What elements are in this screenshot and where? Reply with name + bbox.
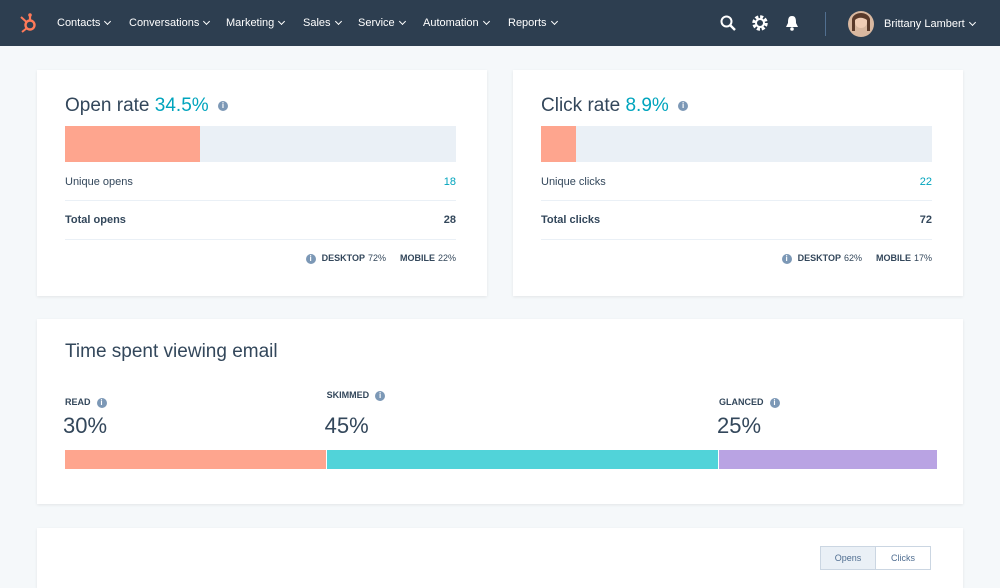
device-label: DESKTOP	[797, 253, 841, 263]
row-label: Total opens	[65, 214, 126, 226]
top-nav: Brittany Lambert Contacts Conversations Ma…	[0, 0, 1000, 46]
row-value: 18	[443, 176, 456, 188]
device-value: 17%	[913, 253, 932, 263]
segment-name: SKIMMED	[326, 390, 370, 400]
info-icon[interactable]: i	[769, 397, 780, 408]
open-rate-card: Open rate 34.5% i Unique opens 18 Total ope…	[37, 70, 487, 296]
device-label: MOBILE	[875, 253, 911, 263]
device-stat: MOBILE 17%	[876, 253, 932, 263]
bar-fill	[541, 126, 576, 162]
page: Brittany Lambert Contacts Conversations Ma…	[0, 0, 1000, 561]
time-spent-card: Time spent viewing email READ i 30% SKIMMED i…	[37, 319, 963, 504]
info-icon[interactable]: i	[781, 253, 792, 264]
metric-value: 34.5%	[154, 95, 209, 116]
card-title: Click rate 8.9% i	[541, 95, 689, 117]
segment-bar	[65, 450, 326, 469]
divider	[541, 239, 932, 240]
card-title: Open rate 34.5% i	[65, 95, 228, 117]
separator	[825, 12, 826, 36]
bar-track	[541, 126, 932, 162]
row-value: 28	[443, 214, 456, 226]
engagement-card: Opens Clicks	[37, 528, 963, 588]
info-icon[interactable]: i	[305, 253, 316, 264]
row-value: 72	[919, 214, 932, 226]
device-stat: DESKTOP 62%	[798, 253, 862, 263]
nav-item[interactable]: Marketing	[226, 17, 284, 29]
row-value: 22	[919, 176, 932, 188]
segment-label: SKIMMED i	[327, 390, 386, 401]
metric-label: Open rate	[65, 95, 150, 116]
search-icon[interactable]	[720, 15, 736, 31]
segment-label: READ i	[65, 397, 107, 408]
segment-value: 30%	[63, 413, 108, 438]
nav-item[interactable]: Sales	[303, 17, 341, 29]
row-label: Unique clicks	[541, 176, 606, 188]
segment-bar	[326, 450, 718, 469]
notifications-icon[interactable]	[785, 15, 799, 31]
divider	[65, 200, 456, 201]
device-stats: i DESKTOP 62% MOBILE 17%	[781, 253, 932, 264]
bar-fill	[65, 126, 200, 162]
device-value: 22%	[437, 253, 456, 263]
avatar[interactable]	[848, 11, 874, 37]
info-icon[interactable]: i	[678, 100, 689, 111]
nav-item[interactable]: Reports	[508, 17, 557, 29]
device-label: DESKTOP	[321, 253, 365, 263]
metric-value: 8.9%	[625, 95, 669, 116]
tab[interactable]: Opens	[820, 546, 876, 570]
card-title: Time spent viewing email	[65, 341, 278, 362]
user-menu[interactable]: Brittany Lambert	[884, 18, 975, 30]
tab[interactable]: Clicks	[875, 546, 931, 570]
metric-label: Click rate	[541, 95, 621, 116]
device-stat: DESKTOP 72%	[322, 253, 386, 263]
nav-item[interactable]: Conversations	[129, 17, 209, 29]
divider	[541, 200, 932, 201]
device-value: 62%	[843, 253, 862, 263]
logo[interactable]	[18, 13, 38, 33]
bar-track	[65, 126, 456, 162]
segment-label: GLANCED i	[719, 397, 780, 408]
device-value: 72%	[367, 253, 386, 263]
nav-item[interactable]: Automation	[423, 17, 489, 29]
segment-bar	[719, 450, 937, 469]
device-stats: i DESKTOP 72% MOBILE 22%	[305, 253, 456, 264]
click-rate-card: Click rate 8.9% i Unique clicks 22 Total cl…	[513, 70, 963, 296]
segment-value: 25%	[717, 413, 762, 438]
row-label: Unique opens	[65, 176, 133, 188]
nav-item[interactable]: Service	[358, 17, 405, 29]
segment-name: GLANCED	[719, 397, 764, 407]
divider	[65, 239, 456, 240]
segment-value: 45%	[324, 413, 369, 438]
device-stat: MOBILE 22%	[400, 253, 456, 263]
settings-icon[interactable]	[751, 14, 769, 32]
info-icon[interactable]: i	[96, 397, 107, 408]
info-icon[interactable]: i	[217, 100, 228, 111]
device-label: MOBILE	[399, 253, 435, 263]
segment-name: READ	[65, 397, 91, 407]
nav-item[interactable]: Contacts	[57, 17, 110, 29]
info-icon[interactable]: i	[375, 390, 386, 401]
row-label: Total clicks	[541, 214, 601, 226]
